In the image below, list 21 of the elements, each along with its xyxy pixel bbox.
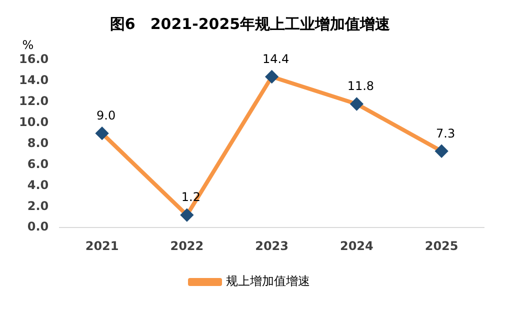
data-label: 11.8 [347, 79, 374, 94]
x-tick-label: 2023 [255, 238, 289, 253]
y-tick-label: 16.0 [19, 52, 49, 66]
y-tick-label: 10.0 [19, 114, 49, 129]
y-tick-label: 0.0 [27, 220, 49, 234]
y-tick-label: 8.0 [27, 136, 49, 150]
y-tick-label: 4.0 [27, 178, 49, 192]
data-label: 14.4 [262, 52, 290, 66]
y-axis-title: % [22, 38, 34, 52]
data-label: 9.0 [96, 108, 116, 122]
x-tick-label: 2021 [85, 238, 119, 253]
y-tick-label: 14.0 [19, 73, 49, 88]
data-label: 7.3 [436, 126, 456, 140]
y-tick-label: 6.0 [27, 156, 49, 171]
x-tick-label: 2025 [424, 238, 458, 253]
y-tick-label: 2.0 [27, 198, 49, 213]
chart-title: 图6 2021-2025年规上工业增加值增速 [110, 14, 392, 33]
y-tick-label: 12.0 [19, 94, 49, 108]
x-tick-label: 2024 [340, 238, 374, 253]
x-tick-label: 2022 [170, 238, 204, 253]
legend-label: 规上增加值增速 [226, 274, 310, 288]
